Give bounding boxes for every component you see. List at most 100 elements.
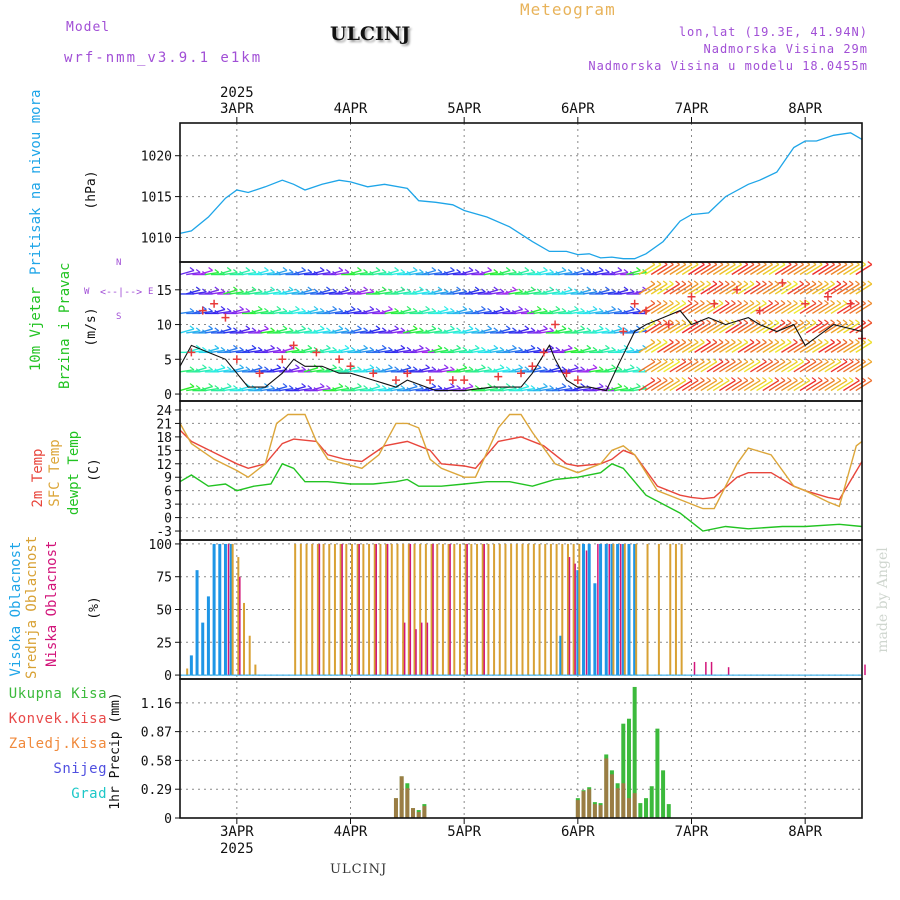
wind-arrowhead — [687, 338, 693, 343]
wind-arrow — [558, 387, 573, 392]
wind-arrow — [774, 263, 792, 276]
wind-arrowhead — [270, 286, 275, 291]
wind-arrowhead — [768, 319, 773, 324]
wind-arrow — [756, 341, 773, 353]
wind-arrow — [700, 283, 718, 295]
wind-arrowhead — [656, 338, 662, 343]
wind-arrow — [564, 349, 579, 354]
wind-arrow — [706, 283, 724, 295]
wind-arrow — [483, 271, 498, 276]
wind-arrowhead — [462, 364, 468, 369]
wind-arrow — [496, 310, 511, 315]
wind-arrowhead — [737, 280, 742, 285]
wind-arrow — [217, 385, 232, 392]
gust-marker — [187, 348, 196, 357]
wind-arrow — [750, 379, 767, 392]
wind-arrowhead — [524, 307, 530, 312]
wind-arrowhead — [848, 377, 854, 382]
wind-arrowhead — [288, 385, 294, 390]
wind-arrow — [310, 328, 325, 334]
wind-arrow — [787, 379, 804, 392]
wind-arrowhead — [817, 358, 823, 363]
wind-arrowhead — [462, 305, 468, 310]
wind-arrow — [725, 341, 742, 353]
wind-arrowhead — [332, 364, 337, 369]
wind-arrow — [793, 361, 811, 373]
wind-arrowhead — [592, 346, 598, 351]
wind-arrowhead — [768, 299, 773, 304]
cloud-mid-bar — [498, 543, 501, 676]
wind-arrow — [359, 349, 374, 354]
wind-arrowhead — [357, 383, 362, 388]
wind-arrow — [743, 283, 761, 295]
gust-marker — [369, 369, 378, 378]
wind-arrowhead — [774, 377, 780, 382]
wind-arrowhead — [505, 307, 511, 312]
wind-arrowhead — [830, 358, 835, 363]
wind-arrow — [607, 328, 622, 334]
wind-arrowhead — [681, 338, 687, 343]
wind-arrowhead — [842, 319, 848, 324]
wind-arrow — [843, 283, 860, 295]
y-tick-label: 1020 — [141, 150, 172, 165]
wind-arrow — [403, 310, 418, 315]
wind-arrow — [533, 385, 548, 392]
wind-arrowhead — [855, 338, 860, 343]
wind-arrow — [613, 387, 629, 392]
wind-arrowhead — [276, 346, 282, 351]
wind-arrowhead — [474, 269, 480, 273]
wind-compass-icon: N S W E <--|--> — [82, 258, 158, 328]
cloud-low-bar — [358, 543, 360, 676]
wind-arrowhead — [394, 366, 399, 371]
wind-arrow — [241, 330, 257, 334]
cloud-low-bar — [585, 550, 588, 676]
wind-arrow — [409, 347, 424, 354]
wind-arrowhead — [656, 358, 662, 363]
wind-arrow — [725, 361, 742, 373]
wind-arrow — [663, 263, 680, 276]
wind-arrow — [446, 289, 461, 295]
wind-arrowhead — [226, 267, 232, 271]
wind-arrow — [291, 269, 306, 276]
wind-arrow — [223, 347, 238, 354]
wind-arrow — [279, 330, 294, 334]
wind-arrowhead — [388, 346, 393, 351]
wind-arrowhead — [836, 338, 842, 343]
wind-arrow — [762, 361, 780, 373]
wind-arrowhead — [700, 377, 705, 382]
wind-arrow — [527, 291, 542, 295]
wind-arrowhead — [611, 364, 616, 369]
wind-arrow — [787, 361, 804, 373]
cloud-mid-bar — [333, 543, 336, 676]
wind-arrow — [440, 328, 455, 334]
wind-arrowhead — [512, 286, 517, 291]
precip-legend-conv: Konvek.Kisa — [8, 711, 107, 727]
gust-marker — [494, 372, 503, 381]
compass-cross-icon: <--|--> — [100, 287, 143, 298]
gust-marker — [687, 292, 696, 301]
wind-arrowhead — [743, 280, 749, 285]
wind-arrowhead — [650, 280, 656, 285]
wind-arrow — [316, 330, 331, 334]
wind-arrow — [316, 289, 331, 295]
wind-arrowhead — [669, 377, 674, 382]
wind-arrowhead — [512, 269, 517, 273]
cloud-mid-bar — [549, 543, 552, 676]
wind-arrow — [818, 322, 835, 334]
wind-arrowhead — [264, 383, 269, 388]
cloud-low-bar — [449, 543, 451, 676]
gust-marker — [278, 355, 287, 364]
wind-arrow — [502, 387, 517, 392]
y-tick-label: 100 — [149, 538, 172, 553]
wind-arrow — [725, 379, 742, 392]
wind-arrow — [620, 349, 635, 354]
wind-arrowhead — [805, 358, 811, 363]
wind-arrowhead — [700, 338, 705, 343]
wind-arrow — [712, 341, 730, 353]
wind-arrow — [198, 369, 213, 373]
wind-arrowhead — [214, 286, 220, 291]
wind-arrowhead — [474, 344, 480, 349]
wind-arrowhead — [731, 338, 736, 343]
wind-arrowhead — [567, 327, 573, 332]
wind-arrowhead — [518, 346, 523, 351]
